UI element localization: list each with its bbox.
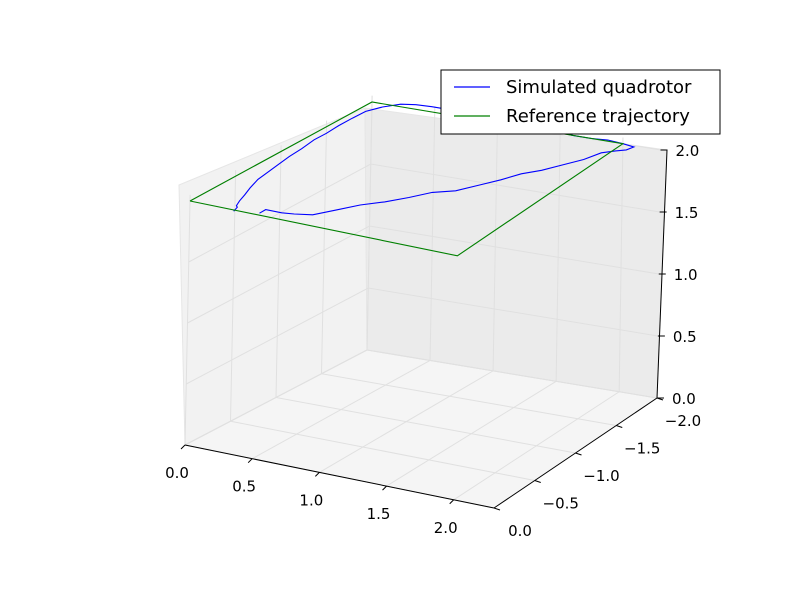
z-tick-label-0: 0.0 (672, 390, 696, 408)
y-tick-label-3: −0.5 (543, 495, 579, 513)
legend: Simulated quadrotor Reference trajectory (440, 69, 721, 135)
x-tick-0 (180, 444, 186, 450)
y-tick-4 (493, 507, 501, 511)
axis-ticks: 0.0 0.5 1.0 1.5 2.0 −2.0 −1.5 −1.0−0.5 0.0 0.0 0.5… (165, 142, 701, 540)
gridline-z-0 (184, 349, 658, 446)
x-tick-3 (382, 485, 387, 491)
y-tick-1 (616, 425, 623, 428)
x-axis-line (184, 444, 495, 509)
legend-label-simulated: Simulated quadrotor (506, 77, 692, 98)
x-tick-1 (247, 458, 253, 464)
axis-panes (178, 107, 668, 509)
y-tick-label-2: −1.0 (583, 467, 619, 485)
x-tick-label-4: 2.0 (434, 519, 458, 537)
x-tick-label-0: 0.0 (165, 464, 189, 482)
gridline-z-1 (186, 287, 658, 385)
z-tick-label-1: 0.5 (673, 328, 697, 346)
z-tick-label-4: 2.0 (676, 142, 700, 160)
y-tick-label-0: −2.0 (665, 412, 701, 430)
x-tick-label-1: 0.5 (232, 478, 256, 496)
gridline-z-3 (188, 163, 660, 263)
legend-label-reference: Reference trajectory (506, 106, 690, 127)
y-tick-label-1: −1.5 (624, 440, 660, 458)
legend-box (440, 69, 721, 135)
x-tick-label-3: 1.5 (367, 505, 391, 523)
y-tick-2 (575, 452, 582, 456)
z-tick-label-2: 1.0 (674, 266, 698, 284)
y-tick-label-4: 0.0 (508, 522, 532, 540)
x-tick-2 (314, 472, 320, 477)
x-tick-4 (449, 499, 455, 505)
gridline-z-2 (187, 225, 659, 324)
z-tick-label-3: 1.5 (675, 204, 699, 222)
y-tick-3 (534, 480, 541, 483)
x-tick-label-2: 1.0 (299, 491, 323, 509)
series-line-reference (189, 101, 625, 257)
